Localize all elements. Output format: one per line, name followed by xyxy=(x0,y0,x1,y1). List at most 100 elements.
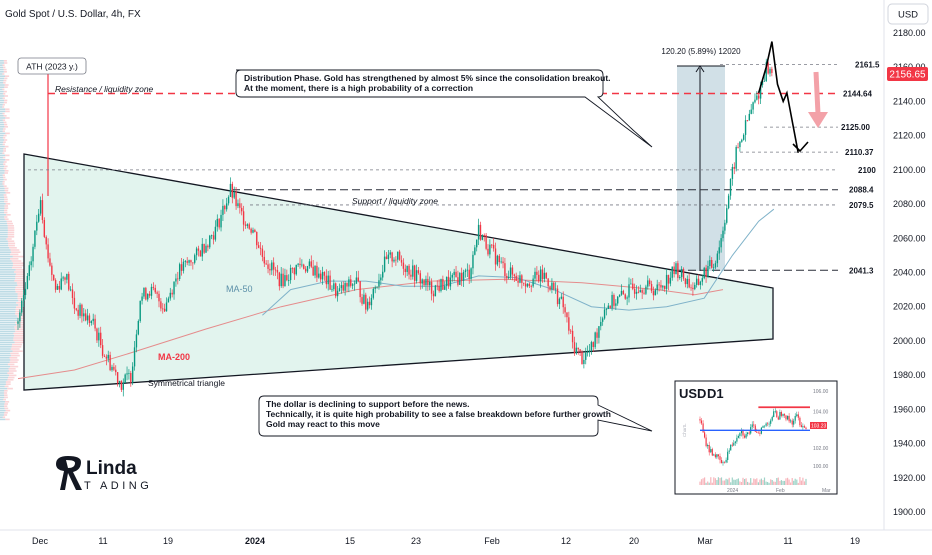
volume-profile-bar-down xyxy=(4,62,8,64)
candle-body-up xyxy=(216,218,218,227)
candle-body-down xyxy=(81,304,83,317)
inset-candle-body xyxy=(794,416,796,421)
currency-box[interactable] xyxy=(887,3,929,25)
volume-profile-bar-down xyxy=(7,363,15,366)
candle-body-up xyxy=(421,279,423,284)
volume-profile-bar-up xyxy=(0,152,3,154)
volume-profile-bar-down xyxy=(5,381,11,383)
inset-volume-bar xyxy=(744,479,746,485)
volume-profile-bar-up xyxy=(0,313,16,315)
candle-body-up xyxy=(17,321,19,324)
volume-profile-bar-up xyxy=(0,238,7,240)
volume-profile-bar-up xyxy=(0,68,4,71)
volume-profile-bar-up xyxy=(0,220,7,223)
candle-body-down xyxy=(711,260,713,268)
inset-volume-bar xyxy=(803,481,806,485)
candle-body-down xyxy=(278,272,281,287)
inset-ytick: 102.00 xyxy=(813,446,829,452)
candle-body-down xyxy=(203,243,205,253)
candle-body-up xyxy=(532,278,534,287)
candle-body-up xyxy=(301,264,303,266)
volume-profile-bar-down xyxy=(14,328,27,330)
candle-body-up xyxy=(594,332,596,348)
candle-body-up xyxy=(348,279,350,287)
candle-body-up xyxy=(472,254,474,269)
volume-profile-bar-up xyxy=(0,258,11,260)
inset-volume-bar xyxy=(788,479,790,485)
volume-profile-bar-down xyxy=(10,348,20,350)
candle-body-up xyxy=(24,288,27,295)
volume-profile-bar-up xyxy=(0,141,4,143)
candle-body-down xyxy=(51,265,53,275)
inset-candle-body xyxy=(754,425,756,432)
volume-profile-bar-down xyxy=(3,161,7,163)
volume-profile-bar-down xyxy=(15,275,28,278)
inset-volume-bar xyxy=(753,478,755,485)
volume-profile-bar-down xyxy=(7,229,15,231)
inset-candle-body xyxy=(699,419,701,421)
volume-profile-bar-down xyxy=(3,79,7,82)
volume-profile-bar-down xyxy=(16,302,30,304)
candle-body-up xyxy=(126,373,128,375)
callout-bottom: The dollar is declining to support befor… xyxy=(258,395,653,437)
volume-profile-bar-up xyxy=(0,110,6,113)
volume-profile-bar-down xyxy=(4,99,8,102)
inset-volume-bar xyxy=(762,480,764,485)
time-axis[interactable]: Dec 11 19 2024 15 23 Feb 12 20 Mar 11 19 xyxy=(0,529,932,546)
candle-body-down xyxy=(391,252,393,262)
candle-body-down xyxy=(410,274,412,277)
candle-body-down xyxy=(177,278,179,280)
volume-profile-bar-up xyxy=(0,130,3,132)
inset-volume-bar xyxy=(783,480,786,485)
candle-body-down xyxy=(664,285,666,289)
candle-body-down xyxy=(342,285,344,291)
candle-body-down xyxy=(541,269,544,280)
candle-body-down xyxy=(319,273,322,280)
candle-body-up xyxy=(466,269,469,271)
volume-profile-bar-down xyxy=(15,288,28,291)
candle-body-down xyxy=(77,309,79,316)
candle-body-down xyxy=(49,258,51,266)
inset-volume-bar xyxy=(773,481,775,485)
volume-profile-bar-down xyxy=(10,365,19,368)
inset-candle-body xyxy=(707,445,709,447)
volume-profile-bar-up xyxy=(0,396,5,399)
inset-volume-bar xyxy=(742,477,744,485)
candle-body-up xyxy=(284,275,286,287)
price-tick-label: 2120.00 xyxy=(893,131,926,141)
candle-body-down xyxy=(310,261,312,267)
candle-body-down xyxy=(494,248,497,265)
candle-body-down xyxy=(395,259,397,261)
volume-profile-bar-down xyxy=(4,145,9,148)
candle-body-up xyxy=(453,271,455,275)
candle-body-down xyxy=(190,260,192,263)
volume-profile-bar-down xyxy=(4,207,9,209)
candle-body-up xyxy=(376,286,378,288)
candle-body-down xyxy=(325,275,328,285)
candle-body-down xyxy=(101,345,104,356)
inset-candle-body xyxy=(803,426,806,428)
candle-body-down xyxy=(530,285,532,287)
candle-body-down xyxy=(650,284,653,292)
candle-body-down xyxy=(286,275,288,281)
inset-candle-body xyxy=(805,427,807,429)
candle-body-down xyxy=(667,274,670,284)
price-tick-label: 1960.00 xyxy=(893,404,926,414)
candle-body-up xyxy=(227,197,230,204)
volume-profile-bar-down xyxy=(9,361,18,363)
candle-body-up xyxy=(615,303,617,306)
volume-profile-bar-down xyxy=(7,227,15,229)
candle-body-up xyxy=(630,283,632,285)
candle-body-up xyxy=(237,203,239,207)
candle-body-up xyxy=(709,260,711,266)
volume-profile-bar-up xyxy=(0,387,8,390)
volume-profile-bar-down xyxy=(4,187,9,190)
volume-profile-bar-up xyxy=(0,308,16,311)
inset-volume-bar xyxy=(794,478,796,485)
volume-profile-bar-up xyxy=(0,218,5,220)
candle-body-up xyxy=(194,255,196,263)
candle-body-up xyxy=(378,280,380,287)
candle-body-up xyxy=(607,305,610,309)
inset-candle-body xyxy=(713,454,715,456)
candle-body-up xyxy=(662,285,664,288)
